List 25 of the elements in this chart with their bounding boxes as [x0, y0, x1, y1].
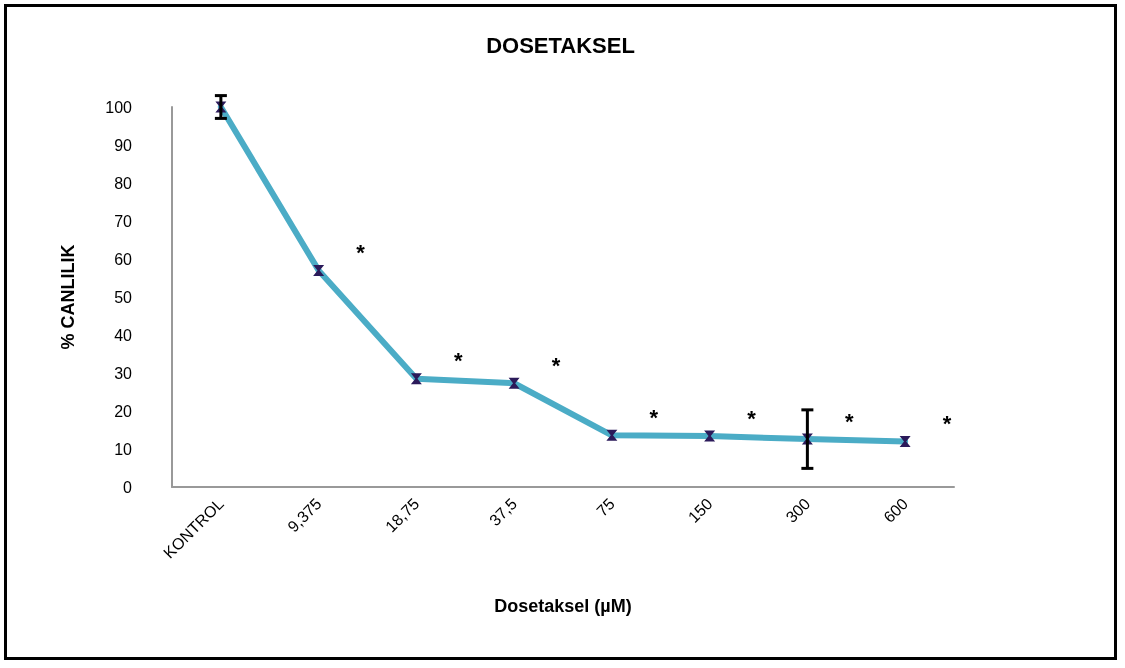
chart-title: DOSETAKSEL [486, 32, 635, 58]
y-tick-label: 60 [114, 250, 133, 268]
x-tick-label: 300 [782, 494, 814, 526]
y-tick-label: 50 [114, 288, 133, 306]
y-tick-label: 0 [123, 478, 133, 496]
y-tick-label: 10 [114, 440, 133, 458]
y-tick-label: 90 [114, 136, 133, 154]
x-tick-label: 600 [880, 494, 912, 526]
x-tick-label: 75 [593, 494, 618, 520]
annotation: * [845, 408, 855, 434]
y-axis-title: % CANLILIK [58, 244, 78, 350]
annotation: * [747, 405, 757, 431]
annotation: * [356, 239, 366, 265]
annotation: * [454, 348, 464, 374]
y-tick-label: 30 [114, 364, 133, 382]
y-tick-label: 20 [114, 402, 133, 420]
y-tick-label: 40 [114, 326, 133, 344]
x-axis-title: Dosetaksel (µM) [494, 596, 632, 616]
y-tick-label: 80 [114, 174, 133, 192]
x-tick-label: 150 [684, 494, 716, 526]
annotation: * [649, 404, 659, 430]
y-tick-label: 100 [105, 98, 133, 116]
annotation: * [551, 352, 561, 378]
annotation: * [942, 410, 952, 436]
y-tick-label: 70 [114, 212, 133, 230]
